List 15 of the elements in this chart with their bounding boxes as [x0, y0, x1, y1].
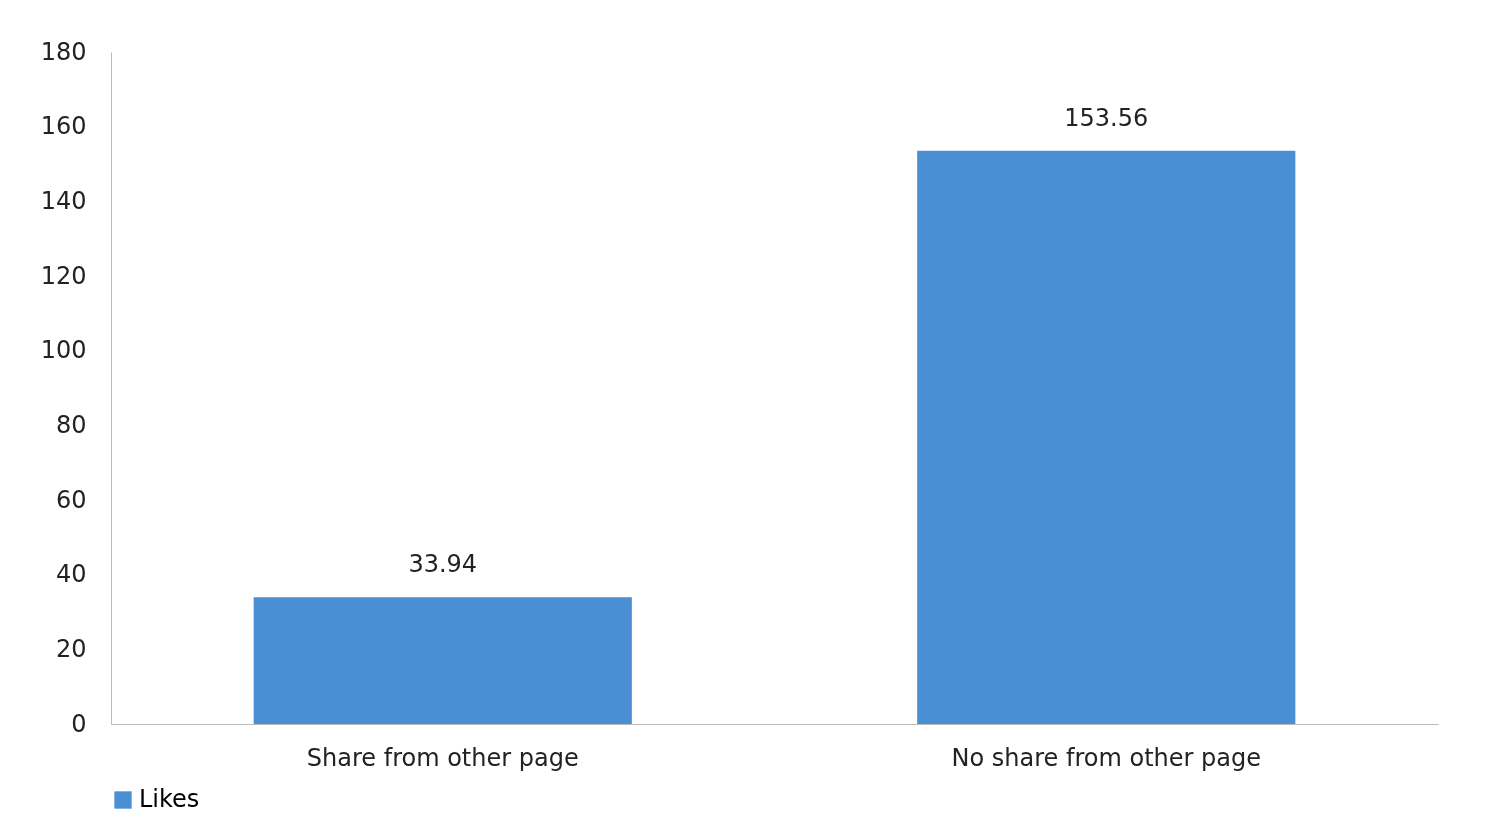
- y-tick-label: 160: [40, 112, 87, 141]
- y-tick-label: 180: [40, 37, 87, 66]
- y-tick-label: 120: [40, 261, 87, 290]
- y-tick-label: 100: [40, 336, 87, 365]
- y-tick-label: 140: [40, 186, 87, 215]
- data-label: 153.56: [1064, 103, 1149, 132]
- y-tick-label: 40: [55, 560, 87, 589]
- x-tick-label: Share from other page: [306, 743, 579, 772]
- y-tick-label: 20: [55, 634, 87, 663]
- x-tick-label: No share from other page: [951, 743, 1261, 772]
- legend-label: Likes: [139, 785, 200, 813]
- y-tick-label: 0: [71, 709, 87, 738]
- data-label: 33.94: [408, 550, 478, 579]
- y-tick-label: 60: [55, 485, 87, 514]
- y-tick-label: 80: [55, 410, 87, 439]
